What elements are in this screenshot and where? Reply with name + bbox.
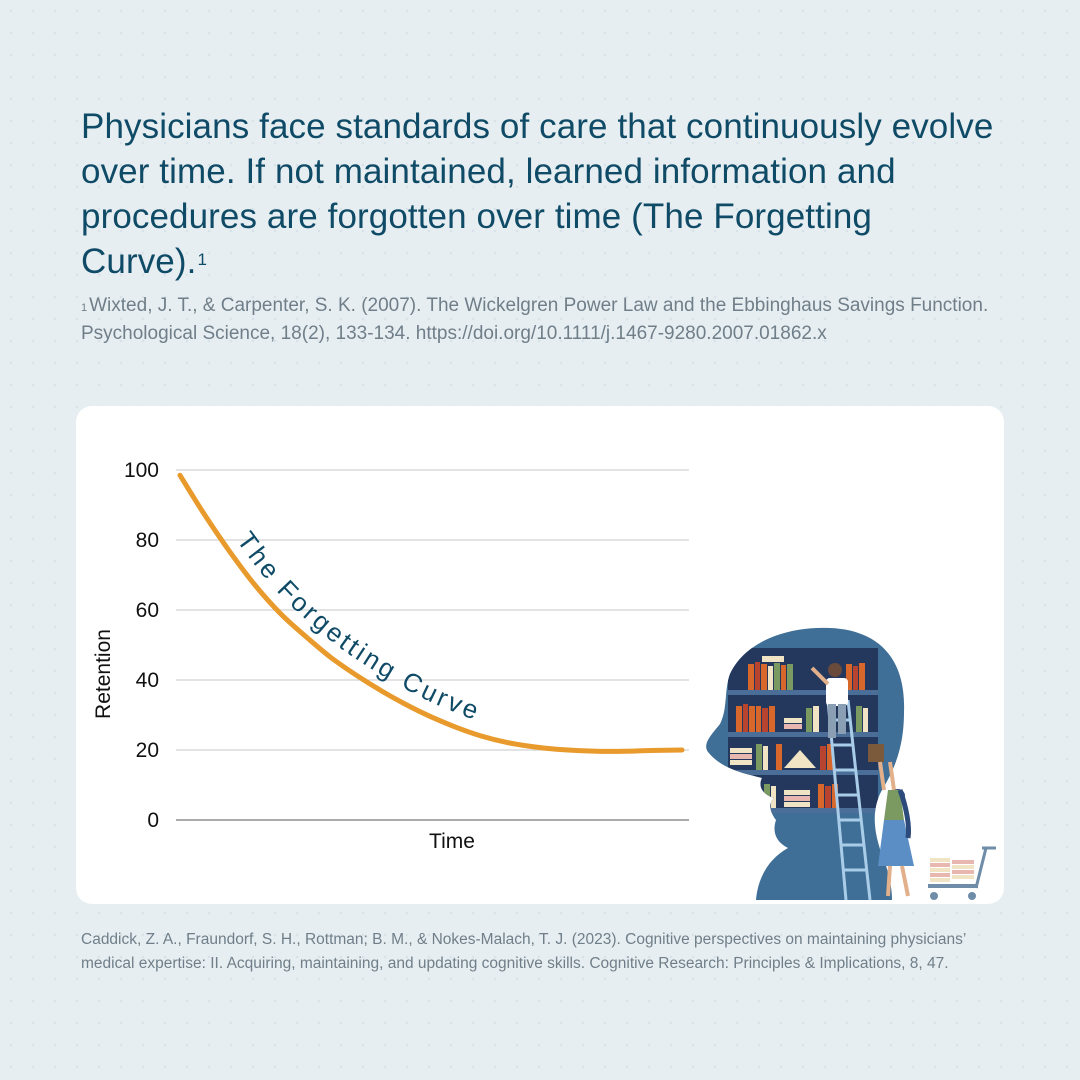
forgetting-curve-line <box>180 475 682 751</box>
citation: Caddick, Z. A., Fraundorf, S. H., Rottma… <box>81 928 1021 976</box>
x-axis-label: Time <box>429 830 475 853</box>
book-cart <box>928 848 996 900</box>
chart-card: 0 20 40 60 80 100 The Forgetting Curve Retent… <box>76 406 1004 904</box>
y-tick-label: 20 <box>136 739 159 762</box>
chart-gridlines <box>176 470 689 820</box>
curve-label-text: The Forgetting Curve <box>231 526 485 727</box>
headline: Physicians face standards of care that c… <box>81 104 1001 284</box>
head-with-bookshelves-illustration <box>706 628 996 900</box>
y-tick-label: 80 <box>136 529 159 552</box>
chart-y-ticks: 0 20 40 60 80 100 <box>124 459 159 832</box>
headline-footnote-marker: 1 <box>197 250 207 269</box>
y-axis-label: Retention <box>92 629 115 719</box>
curve-label: The Forgetting Curve <box>231 526 485 727</box>
footnote-marker: 1 <box>81 302 87 314</box>
headline-text: Physicians face standards of care that c… <box>81 107 993 281</box>
forgetting-curve-chart: 0 20 40 60 80 100 The Forgetting Curve Retent… <box>76 406 1004 904</box>
y-tick-label: 40 <box>136 669 159 692</box>
y-tick-label: 0 <box>147 809 159 832</box>
footnote-text: Wixted, J. T., & Carpenter, S. K. (2007)… <box>81 295 988 344</box>
y-tick-label: 100 <box>124 459 159 482</box>
footnote: 1 Wixted, J. T., & Carpenter, S. K. (2007… <box>81 292 1021 348</box>
y-tick-label: 60 <box>136 599 159 622</box>
